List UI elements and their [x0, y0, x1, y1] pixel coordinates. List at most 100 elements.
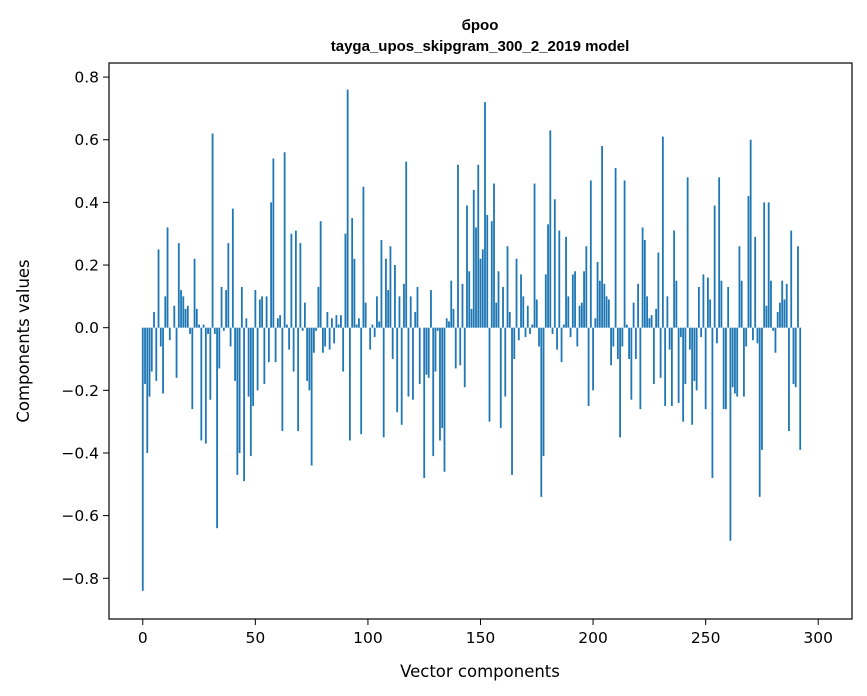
- bar: [146, 327, 149, 453]
- bar: [646, 296, 649, 328]
- bar: [781, 280, 784, 328]
- bar: [684, 327, 687, 385]
- bar: [497, 271, 500, 328]
- y-tick-label: 0.6: [74, 131, 99, 149]
- bar: [166, 227, 169, 328]
- y-tick-label: 0.4: [74, 194, 99, 212]
- bar: [506, 246, 509, 328]
- bar: [353, 258, 356, 328]
- y-tick-label: −0.6: [61, 507, 99, 525]
- bar: [292, 327, 295, 372]
- bar: [725, 327, 727, 410]
- bar: [583, 271, 585, 328]
- bar: [772, 327, 775, 331]
- bar: [472, 189, 475, 328]
- y-axis-label: Components values: [14, 259, 33, 422]
- bar: [141, 327, 144, 591]
- bar: [747, 196, 750, 328]
- bar: [175, 327, 178, 378]
- bar: [634, 327, 637, 360]
- bar: [540, 327, 543, 497]
- bar: [247, 327, 250, 397]
- bar: [249, 327, 252, 457]
- bar: [544, 274, 547, 328]
- bar: [164, 296, 167, 328]
- bar: [621, 327, 624, 347]
- bar: [468, 271, 471, 328]
- bar: [718, 177, 721, 328]
- bar: [441, 327, 444, 428]
- bar: [691, 327, 694, 425]
- bar: [463, 327, 466, 388]
- bar: [202, 324, 205, 328]
- bar: [180, 290, 182, 328]
- bar: [549, 130, 552, 328]
- bar: [283, 152, 286, 328]
- bar: [177, 243, 180, 328]
- bar: [342, 327, 345, 372]
- x-tick-label: 150: [466, 629, 496, 647]
- bar: [713, 205, 716, 328]
- bar: [425, 327, 428, 375]
- bar: [261, 296, 264, 328]
- bar: [797, 246, 799, 328]
- bar: [220, 286, 223, 328]
- bar: [598, 280, 601, 328]
- bar: [457, 164, 459, 328]
- bar: [765, 305, 768, 328]
- bar: [173, 305, 176, 328]
- bar: [189, 327, 191, 334]
- bar: [213, 327, 216, 334]
- bar: [382, 327, 385, 438]
- bar: [240, 286, 243, 328]
- bar: [632, 302, 635, 328]
- bar: [315, 327, 318, 331]
- bar: [560, 327, 563, 363]
- bar: [236, 327, 239, 475]
- bar: [427, 327, 430, 378]
- bar: [439, 327, 441, 441]
- bar: [371, 324, 374, 328]
- bar: [412, 327, 414, 400]
- bar: [191, 327, 194, 410]
- bar: [682, 327, 685, 422]
- bar: [340, 315, 342, 328]
- y-tick-label: 0.8: [74, 69, 99, 87]
- bar: [432, 327, 435, 457]
- bar: [373, 327, 376, 338]
- bar: [761, 327, 763, 450]
- bar: [310, 327, 313, 466]
- bar: [673, 230, 676, 328]
- bar: [157, 249, 160, 328]
- bar: [193, 258, 196, 328]
- bar: [448, 321, 450, 328]
- bar: [666, 296, 669, 328]
- bar: [794, 327, 797, 388]
- bar: [601, 146, 603, 328]
- bar: [547, 224, 549, 328]
- bar: [538, 327, 540, 347]
- bar: [580, 302, 583, 328]
- bar: [423, 327, 426, 479]
- bar: [553, 199, 556, 328]
- bar: [749, 139, 752, 328]
- bar: [697, 286, 700, 328]
- bar: [294, 230, 297, 328]
- bar: [234, 327, 236, 381]
- bar: [479, 258, 482, 328]
- bar: [533, 183, 536, 328]
- bar: [162, 327, 164, 394]
- bar: [394, 265, 396, 328]
- bar: [783, 299, 786, 328]
- bar: [274, 327, 277, 363]
- bar: [265, 296, 268, 328]
- bar: [716, 327, 718, 344]
- bar: [628, 327, 631, 360]
- bar: [216, 327, 218, 529]
- bar: [475, 227, 477, 328]
- bar: [211, 133, 214, 328]
- bar: [736, 327, 739, 397]
- bar: [254, 290, 257, 328]
- bar: [288, 327, 291, 350]
- chart-title: броо: [462, 17, 499, 34]
